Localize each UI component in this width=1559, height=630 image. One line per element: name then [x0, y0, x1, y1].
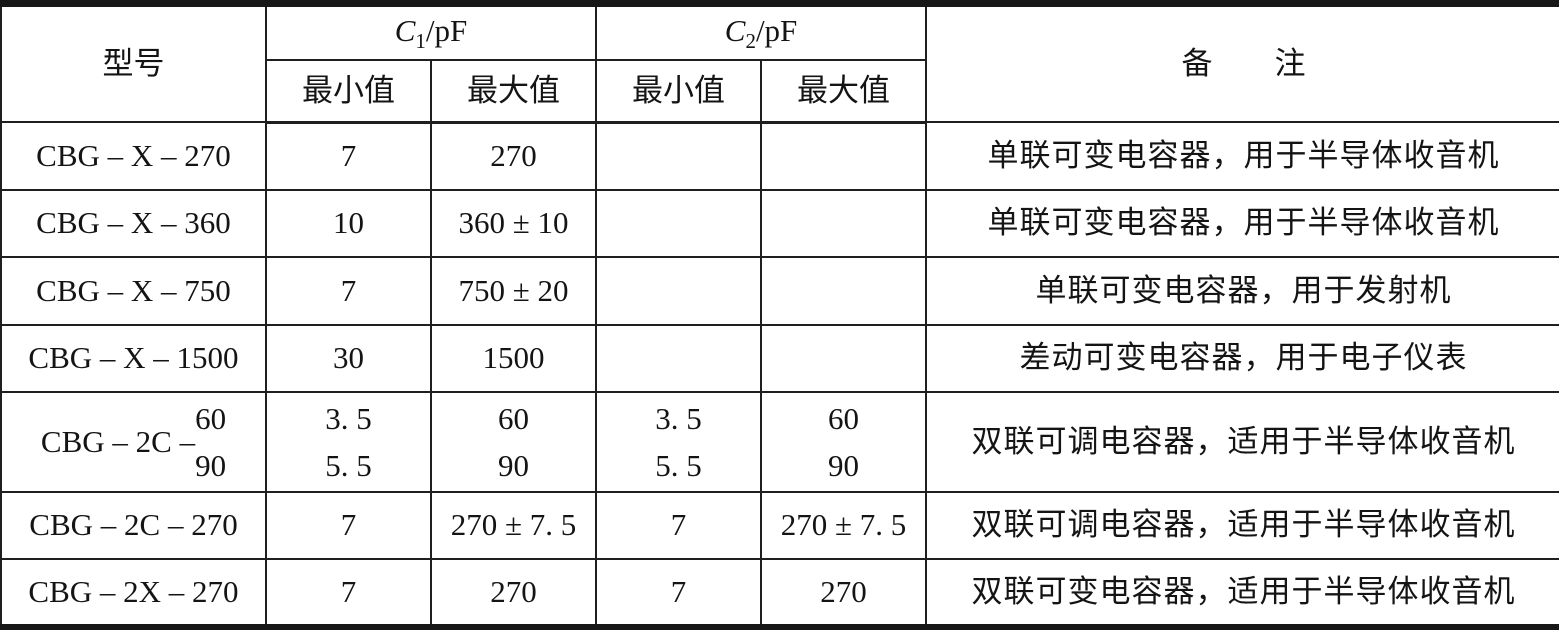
- stack-value: 3. 5: [655, 401, 702, 437]
- header-remark: 备 注: [925, 2, 1559, 124]
- c2min-cell: 7: [595, 558, 763, 628]
- c2max-cell-empty: [760, 121, 928, 191]
- stack-value: 5. 5: [655, 448, 702, 484]
- c1max-cell: 750 ± 20: [429, 256, 598, 326]
- c2-subscript: 2: [745, 28, 756, 53]
- c1min-cell: 7: [265, 490, 432, 561]
- stack-value: 3. 5: [325, 401, 372, 437]
- c1min-cell: 10: [265, 188, 432, 259]
- stack-value: 60: [828, 401, 860, 437]
- c2-unit: /pF: [755, 12, 798, 48]
- remark-cell: 差动可变电容器，用于电子仪表: [925, 323, 1559, 394]
- model-stack-bottom: 90: [195, 448, 227, 484]
- model-cell: CBG – X – 1500: [0, 323, 267, 394]
- header-c2-max: 最大值: [760, 58, 927, 124]
- c2max-cell-empty: [760, 188, 928, 259]
- c2-symbol: C: [724, 12, 746, 48]
- header-c1-max: 最大值: [429, 58, 598, 124]
- c1max-cell: 360 ± 10: [429, 188, 598, 259]
- c2min-cell-empty: [595, 188, 763, 259]
- table-row: CBG – X – 270 7 270 单联可变电容器，用于半导体收音机: [0, 121, 1559, 191]
- model-stack: 60 90: [195, 403, 226, 481]
- model-cell: CBG – X – 270: [0, 121, 267, 191]
- c1min-cell: 30: [265, 323, 432, 394]
- table-row: CBG – X – 360 10 360 ± 10 单联可变电容器，用于半导体收…: [0, 188, 1559, 259]
- c2max-cell-empty: [760, 323, 928, 394]
- header-remark-label: 备 注: [1181, 45, 1306, 81]
- header-row-groups: 型号 C1/pF C2/pF 备 注: [0, 2, 1559, 124]
- table-row: CBG – 2X – 270 7 270 7 270 双联可变电容器，适用于半导…: [0, 558, 1559, 628]
- c2max-cell: 270: [760, 558, 928, 628]
- stack-value: 90: [498, 448, 529, 484]
- remark-cell: 双联可调电容器，适用于半导体收音机: [925, 391, 1559, 493]
- remark-cell: 单联可变电容器，用于发射机: [925, 256, 1559, 326]
- c1min-cell: 7: [265, 256, 432, 326]
- header-row-minmax: 最小值 最大值 最小值 最大值: [1, 58, 1559, 124]
- model-cell: CBG – 2X – 270: [0, 558, 267, 628]
- c2min-cell-empty: [595, 121, 763, 191]
- stack-value: 5. 5: [325, 448, 372, 484]
- table-row: CBG – X – 750 7 750 ± 20 单联可变电容器，用于发射机: [0, 256, 1559, 326]
- c2min-cell-empty: [595, 323, 763, 394]
- table-row: CBG – X – 1500 30 1500 差动可变电容器，用于电子仪表: [0, 323, 1559, 394]
- header-c2-min: 最小值: [595, 58, 763, 124]
- header-model-label: 型号: [102, 45, 165, 81]
- header-c1-group: C1/pF: [264, 2, 598, 61]
- header-model: 型号: [0, 2, 267, 124]
- c1min-cell: 7: [265, 121, 432, 191]
- stack-value: 60: [498, 401, 529, 437]
- remark-cell: 单联可变电容器，用于半导体收音机: [925, 188, 1559, 259]
- c1max-cell: 270: [429, 121, 598, 191]
- c1max-cell: 1500: [429, 323, 598, 394]
- c1min-cell-stacked: 3. 5 5. 5: [265, 391, 432, 493]
- model-stack-top: 60: [195, 401, 227, 437]
- remark-cell: 双联可调电容器，适用于半导体收音机: [925, 490, 1559, 561]
- c1max-cell: 270: [429, 558, 598, 628]
- model-cell: CBG – X – 360: [0, 188, 267, 259]
- remark-cell: 单联可变电容器，用于半导体收音机: [925, 121, 1559, 191]
- c2max-cell-empty: [760, 256, 928, 326]
- c1-unit: /pF: [425, 12, 468, 48]
- table-row: CBG – 2C – 270 7 270 ± 7. 5 7 270 ± 7. 5…: [0, 490, 1559, 561]
- stack-value: 90: [828, 448, 860, 484]
- table-row-double: CBG – 2C – 60 90 3. 5 5. 5 60 90 3. 5 5.…: [0, 391, 1559, 493]
- c1max-cell-stacked: 60 90: [429, 391, 598, 493]
- c2min-cell-stacked: 3. 5 5. 5: [595, 391, 763, 493]
- header-c2-group: C2/pF: [595, 2, 928, 61]
- model-cell: CBG – 2C – 270: [0, 490, 267, 561]
- c2min-cell-empty: [595, 256, 763, 326]
- c1max-cell: 270 ± 7. 5: [429, 490, 598, 561]
- c1-subscript: 1: [415, 28, 426, 53]
- c2max-cell: 270 ± 7. 5: [760, 490, 928, 561]
- model-cell-split: CBG – 2C – 60 90: [0, 391, 267, 493]
- remark-cell: 双联可变电容器，适用于半导体收音机: [925, 558, 1559, 628]
- c1min-cell: 7: [265, 558, 432, 628]
- header-c1-min: 最小值: [265, 58, 432, 124]
- c1-symbol: C: [394, 12, 416, 48]
- model-cell: CBG – X – 750: [0, 256, 267, 326]
- c2min-cell: 7: [595, 490, 763, 561]
- c2max-cell-stacked: 60 90: [760, 391, 928, 493]
- model-prefix: CBG – 2C –: [40, 423, 196, 459]
